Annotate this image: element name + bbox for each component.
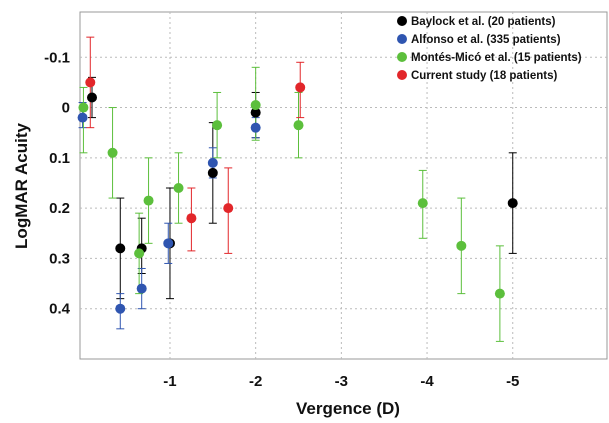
data-point: [507, 198, 518, 209]
data-point: [86, 92, 97, 103]
data-point: [163, 238, 174, 249]
legend-marker: [397, 52, 407, 62]
y-tick-labels: -0.1 0 0.1 0.2 0.3 0.4: [44, 49, 71, 317]
data-point: [173, 183, 184, 194]
x-tick-label: -5: [506, 373, 519, 390]
data-point: [186, 213, 197, 224]
data-point: [115, 243, 126, 254]
legend-label: Alfonso et al. (335 patients): [411, 34, 561, 46]
data-point: [85, 77, 96, 88]
legend-label: Montés-Micó et al. (15 patients): [411, 52, 582, 64]
data-point: [212, 120, 223, 131]
legend-marker: [397, 70, 407, 80]
y-tick-label: 0.3: [49, 250, 70, 267]
x-tick-label: -3: [335, 373, 348, 390]
data-point: [107, 147, 118, 158]
data-point: [494, 288, 505, 299]
data-point: [456, 240, 467, 251]
data-point: [77, 112, 88, 123]
x-tick-label: -4: [420, 373, 434, 390]
data-point: [115, 303, 126, 314]
data-point: [134, 248, 145, 259]
y-axis-title: LogMAR Acuity: [12, 123, 31, 249]
x-tick-label: -2: [249, 373, 262, 390]
x-axis-title: Vergence (D): [296, 399, 400, 418]
y-tick-label: 0.4: [49, 301, 71, 318]
x-tick-labels: -1 -2 -3 -4 -5: [163, 373, 519, 390]
data-point: [78, 102, 89, 113]
data-point: [250, 107, 261, 118]
y-tick-label: -0.1: [44, 49, 70, 66]
y-tick-label: 0.1: [49, 150, 70, 167]
data-point: [207, 157, 218, 168]
data-point: [223, 203, 234, 214]
data-point: [293, 120, 304, 131]
data-point: [250, 100, 261, 111]
y-tick-label: 0: [62, 100, 70, 117]
data-point: [136, 283, 147, 294]
data-point: [143, 195, 154, 206]
legend: Baylock et al. (20 patients) Alfonso et a…: [397, 16, 582, 82]
y-tick-label: 0.2: [49, 200, 70, 217]
legend-label: Current study (18 patients): [411, 70, 557, 82]
data-points: [77, 77, 518, 314]
legend-marker: [397, 34, 407, 44]
plot-area: [79, 11, 608, 360]
legend-marker: [397, 16, 407, 26]
x-tick-label: -1: [163, 373, 176, 390]
legend-label: Baylock et al. (20 patients): [411, 16, 556, 28]
data-point: [295, 82, 306, 93]
data-point: [417, 198, 428, 209]
data-point: [207, 167, 218, 178]
data-point: [250, 122, 261, 133]
